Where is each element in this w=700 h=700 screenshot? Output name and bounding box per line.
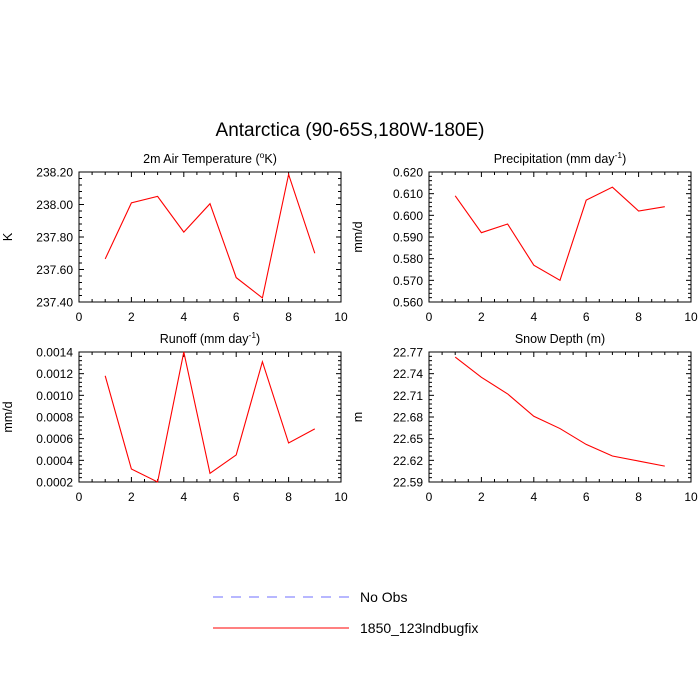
y-tick-label: 22.65 — [393, 432, 423, 446]
y-axis-label: m — [351, 412, 365, 422]
x-tick-label: 10 — [334, 310, 348, 324]
y-tick-label: 0.610 — [393, 187, 423, 201]
x-tick-label: 6 — [233, 310, 240, 324]
x-tick-label: 2 — [478, 490, 485, 504]
y-tick-label: 22.74 — [393, 367, 423, 381]
plot-frame — [428, 171, 692, 303]
y-tick-label: 0.620 — [393, 166, 423, 180]
x-tick-label: 10 — [684, 490, 698, 504]
x-tick-label: 10 — [684, 310, 698, 324]
y-tick-label: 22.71 — [393, 389, 423, 403]
y-axis-label: mm/d — [1, 401, 15, 432]
y-tick-label: 0.0006 — [36, 432, 73, 446]
x-tick-label: 6 — [583, 310, 590, 324]
y-tick-label: 0.0004 — [36, 454, 73, 468]
plot-frame — [78, 171, 342, 303]
series-line — [454, 356, 665, 467]
y-tick-label: 22.62 — [393, 454, 423, 468]
x-tick-label: 6 — [583, 490, 590, 504]
plot-frame — [428, 351, 692, 483]
panels: 2m Air Temperature (oK) K 0 2 4 6 8 10 237.40 237… — [1, 150, 698, 504]
y-axis-label: K — [1, 232, 15, 241]
y-tick-label: 0.0012 — [36, 367, 73, 381]
y-tick-label: 237.40 — [36, 296, 73, 310]
x-tick-label: 4 — [530, 310, 537, 324]
y-tick-label: 237.80 — [36, 231, 73, 245]
y-tick-label: 0.0010 — [36, 389, 73, 403]
x-tick-label: 4 — [530, 490, 537, 504]
y-tick-label: 237.60 — [36, 263, 73, 277]
y-tick-label: 22.68 — [393, 411, 423, 425]
x-tick-label: 8 — [285, 490, 292, 504]
x-tick-label: 4 — [180, 310, 187, 324]
y-tick-label: 0.0002 — [36, 476, 73, 490]
x-tick-label: 8 — [285, 310, 292, 324]
y-tick-label: 0.560 — [393, 296, 423, 310]
legend-item: 1850_123lndbugfix — [213, 620, 478, 636]
x-tick-label: 0 — [76, 490, 83, 504]
series-line — [104, 172, 316, 299]
y-tick-label: 0.570 — [393, 274, 423, 288]
y-tick-label: 0.580 — [393, 252, 423, 266]
y-tick-label: 0.600 — [393, 209, 423, 223]
x-tick-label: 4 — [180, 490, 187, 504]
y-tick-label: 0.0008 — [36, 411, 73, 425]
legend: No Obs 1850_123lndbugfix — [213, 589, 478, 636]
y-tick-label: 0.590 — [393, 231, 423, 245]
series-line — [104, 351, 316, 483]
x-tick-label: 6 — [233, 490, 240, 504]
panel-title: Runoff (mm day-1) — [160, 330, 260, 346]
panel-title: Snow Depth (m) — [515, 332, 605, 346]
y-tick-label: 0.0014 — [36, 346, 73, 360]
series-line — [454, 186, 665, 282]
x-tick-label: 10 — [334, 490, 348, 504]
panel-title: 2m Air Temperature (oK) — [143, 150, 277, 166]
panel-3: Runoff (mm day-1) mm/d 0 2 4 6 8 10 0.0002 0.0004… — [1, 330, 348, 504]
y-axis-label: mm/d — [351, 221, 365, 252]
panel-1: 2m Air Temperature (oK) K 0 2 4 6 8 10 237.40 237… — [1, 150, 348, 324]
legend-label: 1850_123lndbugfix — [360, 620, 478, 636]
x-tick-label: 8 — [635, 310, 642, 324]
y-tick-label: 238.00 — [36, 198, 73, 212]
panel-4: Snow Depth (m) m 0 2 4 6 8 10 22.59 22.62 22.65 22.… — [351, 332, 698, 504]
x-tick-label: 0 — [76, 310, 83, 324]
legend-label: No Obs — [360, 589, 407, 605]
x-tick-label: 2 — [128, 490, 135, 504]
y-tick-label: 22.59 — [393, 476, 423, 490]
x-tick-label: 8 — [635, 490, 642, 504]
y-tick-label: 22.77 — [393, 346, 423, 360]
x-tick-label: 2 — [128, 310, 135, 324]
plot-frame — [78, 351, 342, 483]
x-tick-label: 0 — [426, 490, 433, 504]
x-tick-label: 2 — [478, 310, 485, 324]
legend-item: No Obs — [213, 589, 407, 605]
x-tick-label: 0 — [426, 310, 433, 324]
y-tick-label: 238.20 — [36, 166, 73, 180]
panel-2: Precipitation (mm day-1) mm/d 0 2 4 6 8 10 0.560… — [351, 150, 698, 324]
figure-title: Antarctica (90-65S,180W-180E) — [216, 120, 485, 141]
panel-title: Precipitation (mm day-1) — [494, 150, 627, 166]
